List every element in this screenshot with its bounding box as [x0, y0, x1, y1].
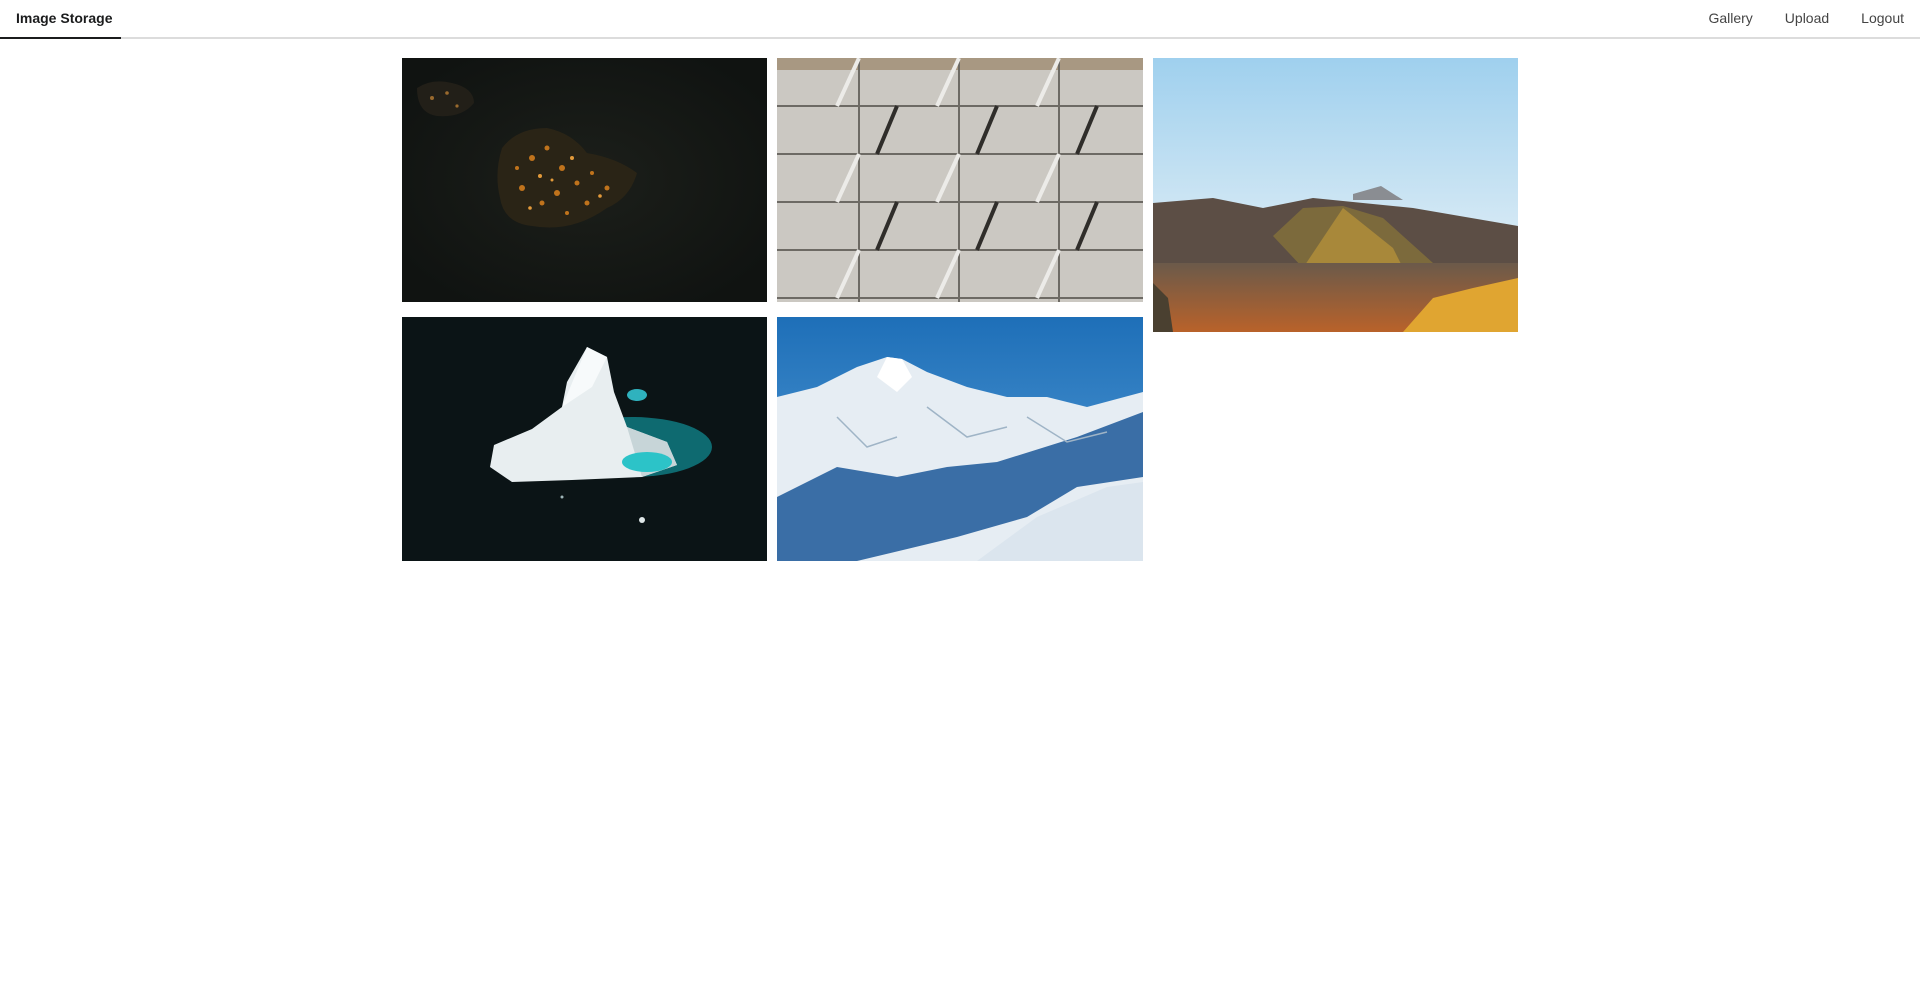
concrete-tiles-image — [777, 58, 1143, 302]
snowy-mountains-image — [777, 317, 1143, 561]
nav-gallery-link[interactable]: Gallery — [1708, 10, 1753, 26]
gallery-image-concrete-tiles[interactable] — [777, 58, 1143, 302]
brand-menu-item[interactable]: Image Storage — [0, 0, 121, 39]
nav-logout-link[interactable]: Logout — [1861, 10, 1904, 26]
gallery-image-aerial-island[interactable] — [402, 58, 767, 302]
right-menu: Gallery Upload Logout — [1692, 0, 1920, 37]
volcanic-landscape-image — [1153, 58, 1518, 332]
top-menu-bar: Image Storage Gallery Upload Logout — [0, 0, 1920, 39]
aerial-island-image — [402, 58, 767, 302]
gallery-image-snowy-mountains[interactable] — [777, 317, 1143, 561]
nav-upload-link[interactable]: Upload — [1784, 10, 1830, 26]
gallery-image-volcanic-landscape[interactable] — [1153, 58, 1518, 332]
iceberg-image — [402, 317, 767, 561]
gallery-image-iceberg[interactable] — [402, 317, 767, 561]
